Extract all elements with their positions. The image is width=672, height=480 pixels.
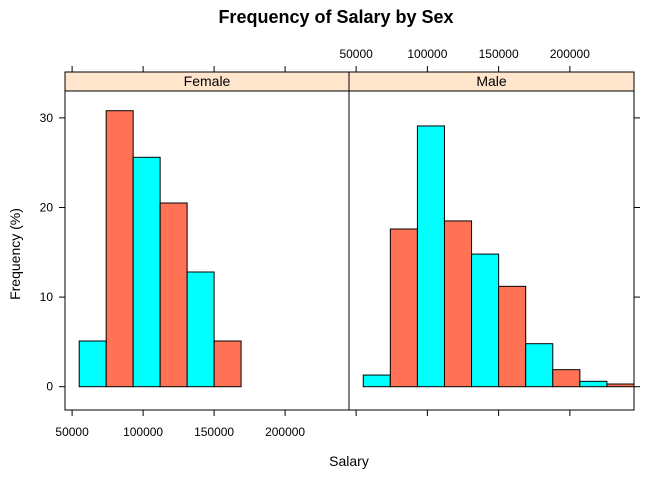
x-tick-label: 100000 [123,425,163,439]
panel-female: Female 50000 100000 150000 200000 0 10 20 30 [40,66,350,439]
strip-label: Female [184,73,231,89]
y-tick-label: 20 [40,200,54,214]
x-tick-label: 150000 [194,425,234,439]
histogram-bar [416,125,445,388]
histogram-bar [186,271,215,388]
x-axis-label: Salary [329,453,369,469]
x-tick-label: 200000 [265,425,305,439]
histogram-bar [389,228,418,388]
x-tick-label: 200000 [550,47,590,61]
y-axis-label: Frequency (%) [7,208,23,300]
histogram-bar [552,369,581,388]
x-tick-label: 150000 [479,47,519,61]
histogram-bar [579,380,608,388]
y-tick-label: 0 [46,380,53,394]
panels: Female 50000 100000 150000 200000 0 10 20 30 Male… [40,47,640,439]
histogram-bar [105,110,134,388]
x-tick-label: 50000 [55,425,89,439]
x-tick-label: 50000 [339,47,373,61]
strip-label: Male [476,73,507,89]
y-tick-label: 30 [40,111,54,125]
histogram-bar [471,253,500,388]
histogram-bar [132,156,161,388]
histogram-bar [159,202,188,388]
histogram-bar [606,383,635,388]
histogram-bar [498,285,527,388]
histogram-bar [78,340,107,388]
chart-title: Frequency of Salary by Sex [218,7,453,27]
x-tick-label: 100000 [407,47,447,61]
panel-male: Male 50000 100000 150000 200000 [339,47,640,416]
histogram-bar [443,220,473,388]
histogram-bar [213,340,242,388]
histogram-bar [362,374,391,388]
panel-frame [348,90,635,411]
histogram-bar [525,343,554,388]
y-tick-label: 10 [40,290,54,304]
